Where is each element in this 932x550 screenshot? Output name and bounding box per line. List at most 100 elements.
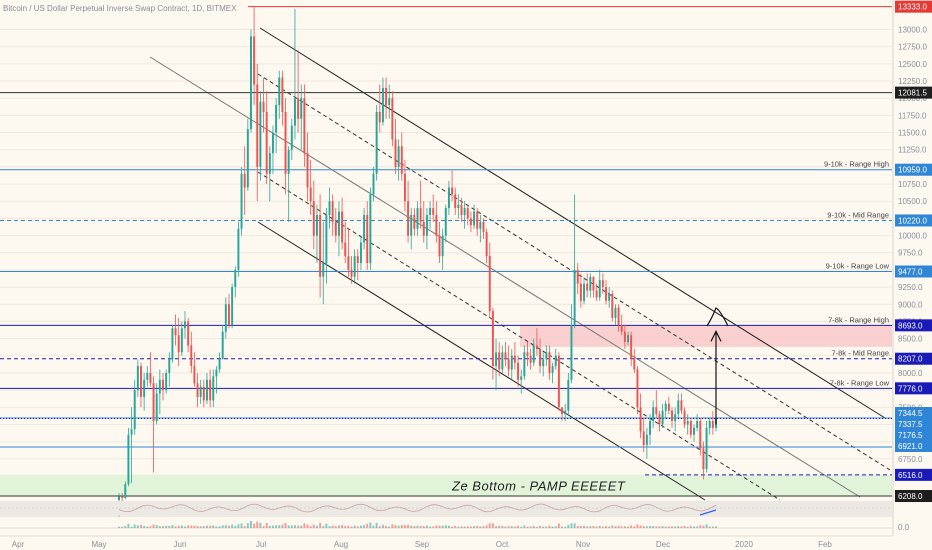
candle-body	[592, 276, 595, 291]
candle-body	[287, 149, 290, 174]
candle-body	[567, 379, 570, 411]
candle-body	[221, 331, 224, 360]
candle	[347, 228, 350, 277]
volume-bar	[557, 523, 560, 528]
candle	[199, 379, 202, 404]
candle	[488, 242, 491, 318]
candle	[711, 410, 714, 435]
volume-bar	[667, 526, 670, 528]
volume-bar	[567, 524, 570, 528]
candle	[573, 194, 576, 329]
volume-bar	[224, 525, 227, 528]
candle	[149, 352, 152, 387]
candle-body	[262, 101, 265, 112]
candle-body	[551, 366, 554, 373]
candle-body	[479, 221, 482, 229]
volume-bar	[306, 524, 309, 528]
volume-bar	[281, 524, 284, 528]
candle-body	[315, 214, 318, 236]
candle-body	[215, 369, 218, 377]
volume-bar	[184, 526, 186, 528]
candle	[413, 208, 416, 236]
price-tag-bg	[895, 352, 932, 365]
price-tag-bg	[895, 382, 932, 395]
candle-body	[372, 173, 375, 195]
price-tag-text: 10220.0	[898, 216, 927, 225]
candle-body	[227, 304, 230, 325]
candle	[363, 208, 366, 250]
candle	[614, 304, 617, 325]
candle	[686, 414, 689, 435]
volume-bar	[209, 525, 212, 528]
x-tick-label: Nov	[576, 540, 590, 549]
lower-pane-label: 0.0	[898, 523, 910, 532]
candle	[671, 407, 673, 428]
volume-bar	[592, 526, 595, 528]
volume-bar	[686, 526, 689, 528]
volume-bar	[608, 526, 611, 528]
candle-body	[664, 403, 667, 411]
volume-bar	[378, 526, 381, 528]
candle-body	[532, 345, 535, 363]
volume-bar	[334, 526, 337, 528]
volume-bar	[359, 525, 362, 528]
candle-body	[256, 84, 259, 167]
zone-label: Ze Bottom - PAMP EEEEET	[451, 478, 626, 493]
candle-body	[539, 348, 542, 367]
volume-bar	[680, 526, 683, 528]
volume-bar	[454, 526, 457, 528]
volume-bar	[539, 525, 542, 528]
volume-bar	[271, 525, 274, 528]
volume-bar	[149, 526, 152, 528]
volume-bar	[363, 525, 366, 528]
candle-body	[504, 352, 507, 360]
candle	[322, 221, 325, 305]
candle	[400, 132, 403, 181]
volume-bar	[482, 526, 485, 528]
volume-bar	[212, 525, 215, 528]
y-tick-label: 11750.0	[898, 111, 927, 120]
candle	[410, 208, 413, 250]
candle-body	[623, 331, 626, 343]
candle	[693, 424, 695, 442]
volume-bar	[265, 522, 268, 528]
volume-bar	[202, 526, 205, 528]
candle	[341, 197, 344, 250]
volume-bar	[488, 523, 491, 528]
volume-bar	[240, 523, 243, 528]
candle	[268, 146, 271, 202]
volume-bar	[576, 526, 579, 528]
volume-bar	[554, 526, 557, 528]
candle	[140, 362, 142, 408]
candle-body	[482, 221, 485, 233]
x-tick-label: Jul	[256, 540, 266, 549]
volume-bar	[121, 526, 124, 528]
candle	[171, 324, 174, 363]
price-tag-bg	[895, 86, 932, 99]
candle-body	[699, 421, 702, 449]
candle-body	[284, 111, 287, 174]
y-tick-label: 10000.0	[898, 232, 927, 241]
candle	[146, 366, 149, 387]
volume-bar	[425, 525, 428, 528]
candle-body	[689, 421, 692, 435]
candle-body	[341, 211, 344, 243]
candle-body	[451, 187, 454, 195]
volume-bar	[328, 526, 331, 528]
price-tag-bg	[895, 265, 932, 278]
volume-bar	[262, 526, 265, 528]
candle	[617, 304, 620, 332]
candle	[130, 407, 133, 483]
candle	[187, 317, 190, 353]
candle	[539, 338, 542, 373]
candle	[265, 91, 268, 185]
candle	[495, 338, 498, 391]
volume-bar	[146, 526, 149, 528]
volume-bar	[171, 524, 174, 528]
candle-body	[190, 345, 193, 367]
candle	[158, 369, 161, 415]
candle-body	[495, 352, 498, 367]
candle	[510, 348, 513, 380]
